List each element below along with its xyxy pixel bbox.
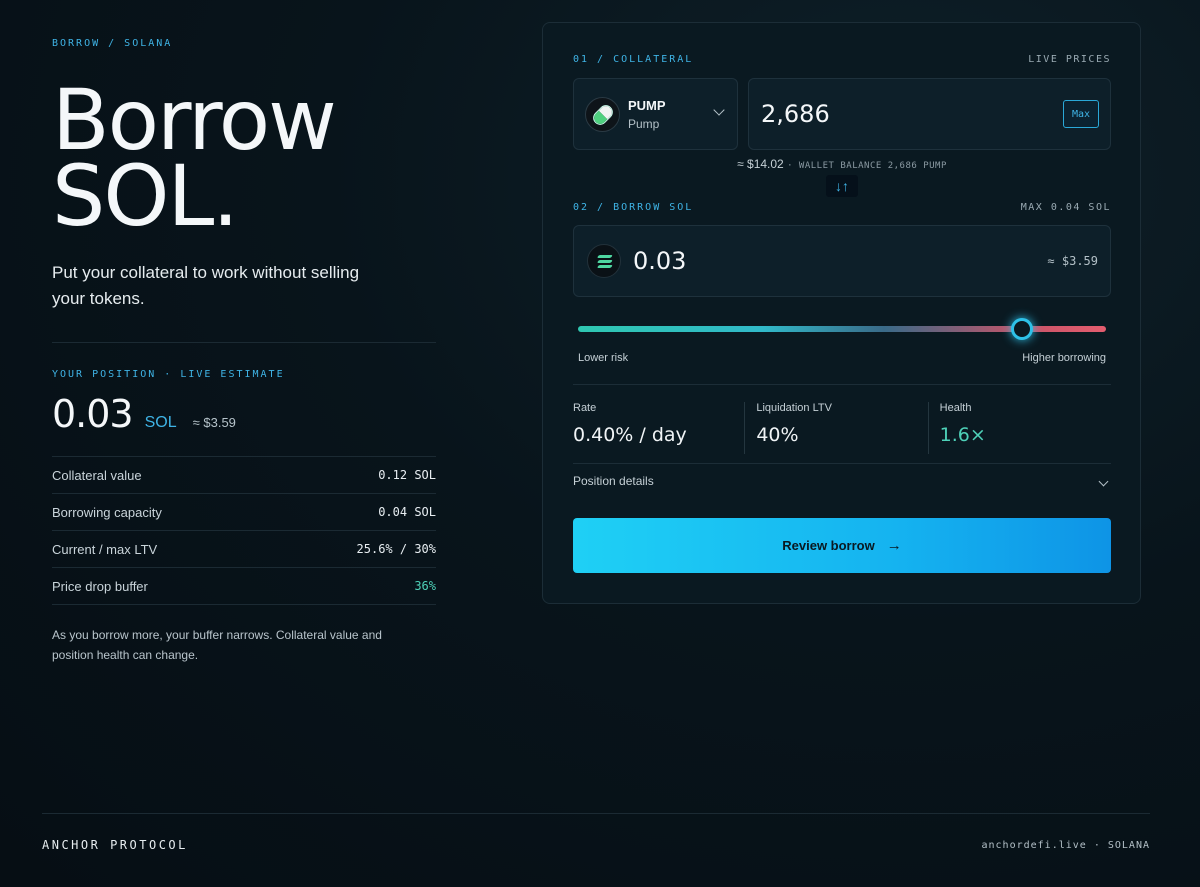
footer-site: anchordefi.live · SOLANA <box>981 840 1150 851</box>
token-symbol: PUMP <box>628 98 666 113</box>
stat-value: 25.6% / 30% <box>356 542 436 556</box>
page-subtitle: Put your collateral to work without sell… <box>52 263 360 308</box>
slider-low-label: Lower risk <box>578 352 629 364</box>
slider-high-label: Higher borrowing <box>1022 352 1106 364</box>
max-button[interactable]: Max <box>1063 100 1099 128</box>
page-title-line2: SOL. <box>52 147 239 245</box>
position-amount-row: 0.03 SOL ≈ $3.59 <box>52 392 436 436</box>
stat-row: Current / max LTV 25.6% / 30% <box>52 531 436 568</box>
collateral-header: 01 / COLLATERAL LIVE PRICES <box>573 54 1111 65</box>
breadcrumb: BORROW / SOLANA <box>52 38 173 49</box>
max-borrow-label: MAX 0.04 SOL <box>1020 202 1111 213</box>
slider-thumb[interactable] <box>1010 318 1033 340</box>
page-title: Borrow SOL. <box>52 71 436 245</box>
metric-health: Health 1.6× <box>927 402 1111 454</box>
collateral-usd: ≈ $14.02 <box>737 157 784 171</box>
stat-label: Borrowing capacity <box>52 504 162 520</box>
stat-value: 0.04 SOL <box>378 505 436 519</box>
position-unit: SOL <box>144 414 177 431</box>
position-amount: 0.03 <box>52 392 134 436</box>
borrow-card: 01 / COLLATERAL LIVE PRICES PUMP Pump 2,… <box>542 22 1141 604</box>
left-column: BORROW / SOLANA Borrow SOL. Put your col… <box>52 38 436 665</box>
review-borrow-button[interactable]: Review borrow → <box>573 518 1111 573</box>
wallet-balance: WALLET BALANCE 2,686 PUMP <box>798 161 947 171</box>
position-details-toggle[interactable]: Position details <box>573 474 1111 488</box>
chevron-down-icon <box>713 104 725 116</box>
position-eyebrow: YOUR POSITION · LIVE ESTIMATE <box>52 369 285 380</box>
stat-label: Current / max LTV <box>52 541 158 557</box>
position-note: As you borrow more, your buffer narrows.… <box>52 628 382 662</box>
divider <box>52 456 436 457</box>
metric-liquidation-ltv: Liquidation LTV 40% <box>744 402 927 454</box>
position-summary: YOUR POSITION · LIVE ESTIMATE 0.03 SOL ≈… <box>52 342 436 665</box>
loan-metrics: Rate 0.40% / day Liquidation LTV 40% Hea… <box>573 402 1111 454</box>
stat-label: Price drop buffer <box>52 578 148 594</box>
collateral-amount-input[interactable]: 2,686 Max <box>748 78 1111 150</box>
position-stats: Collateral value 0.12 SOL Borrowing capa… <box>52 457 436 605</box>
chevron-down-icon <box>1098 476 1109 486</box>
metric-label: Health <box>939 402 972 414</box>
collateral-token-select[interactable]: PUMP Pump <box>573 78 738 150</box>
divider <box>573 384 1111 385</box>
arrow-right-icon: → <box>886 537 902 554</box>
pill-icon <box>585 97 620 132</box>
stat-row: Borrowing capacity 0.04 SOL <box>52 494 436 531</box>
metric-value: 0.40% / day <box>573 424 687 446</box>
borrow-amount-input[interactable]: 0.03 ≈ $3.59 <box>573 225 1111 297</box>
metric-label: Rate <box>573 402 597 414</box>
solana-icon <box>587 244 621 278</box>
metric-value: 40% <box>756 424 799 446</box>
footer-brand: ANCHOR PROTOCOL <box>42 838 188 852</box>
borrow-usd: ≈ $3.59 <box>1047 254 1098 268</box>
divider <box>573 463 1111 464</box>
swap-arrows-icon[interactable]: ↓↑ <box>826 175 858 197</box>
metric-label: Liquidation LTV <box>756 402 832 414</box>
borrow-section-label: 02 / BORROW SOL <box>573 202 694 213</box>
borrow-amount[interactable]: 0.03 <box>633 247 687 275</box>
collateral-amount[interactable]: 2,686 <box>761 100 830 128</box>
footer-divider <box>42 813 1150 814</box>
metric-value: 1.6× <box>939 424 986 446</box>
stat-row: Collateral value 0.12 SOL <box>52 457 436 494</box>
risk-slider[interactable] <box>578 318 1106 340</box>
live-prices-label: LIVE PRICES <box>1028 54 1111 65</box>
divider <box>52 342 436 343</box>
position-details-label: Position details <box>573 474 654 488</box>
stat-row: Price drop buffer 36% <box>52 568 436 605</box>
stat-label: Collateral value <box>52 467 142 483</box>
stat-value: 0.12 SOL <box>378 468 436 482</box>
page-title-line1: Borrow <box>52 71 337 169</box>
token-name: Pump <box>628 117 660 131</box>
collateral-section-label: 01 / COLLATERAL <box>573 54 694 65</box>
wallet-balance-line: ≈ $14.02 · WALLET BALANCE 2,686 PUMP <box>737 157 947 171</box>
metric-rate: Rate 0.40% / day <box>573 402 744 454</box>
borrow-header: 02 / BORROW SOL MAX 0.04 SOL <box>573 202 1111 213</box>
review-borrow-label: Review borrow <box>782 538 875 553</box>
stat-value: 36% <box>414 579 436 593</box>
position-usd: ≈ $3.59 <box>192 415 236 430</box>
